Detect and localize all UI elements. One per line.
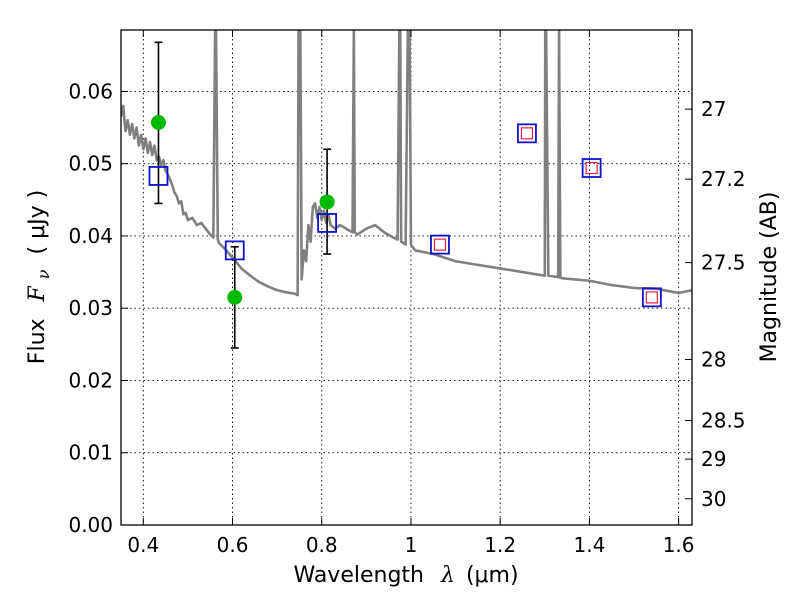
y2-tick-label-6: 30 [701,487,726,511]
y-axis-label-unit: ( μJy ) [25,190,50,255]
x-axis-label-unit: (μm) [466,563,519,588]
x-tick-label-2: 0.8 [306,533,338,557]
model-spectrum-line [121,30,692,297]
x-tick-label-5: 1.4 [573,533,605,557]
model-squares [148,123,662,308]
x-axis-ticks: 0.4 0.6 0.8 1 1.2 1.4 1.6 [127,30,695,557]
y-tick-label-1: 0.01 [68,441,113,465]
error-bars [154,41,332,349]
y-axis-label-symbol: F [25,285,50,302]
observed-point-2 [319,194,335,210]
y-axis-label-text: Flux [25,318,50,364]
x-tick-label-3: 1 [405,533,418,557]
y-tick-label-4: 0.04 [68,224,113,248]
x-tick-label-1: 0.6 [217,533,249,557]
observed-point-1 [227,289,243,305]
y-tick-label-3: 0.03 [68,296,113,320]
observed-point-0 [150,114,166,130]
model-square-5 [581,158,602,178]
y2-tick-label-2: 27.5 [701,251,746,275]
y2-tick-label-3: 28 [701,347,726,371]
x-axis-label-symbol: λ [440,563,455,588]
y2-axis-ticks: 27 27.2 27.5 28 28.5 29 30 [685,97,746,511]
x-tick-label-4: 1.2 [484,533,516,557]
photometry-square-2 [585,161,598,175]
model-square-2 [317,213,337,233]
y-tick-label-0: 0.00 [68,513,113,537]
model-square-1 [224,240,245,261]
model-square-0 [148,166,169,186]
x-axis-label: Wavelength λ (μm) [293,563,518,588]
photometry-square-3 [645,291,658,304]
y-axis-label: Flux F ν ( μJy ) [25,190,55,364]
model-square-3 [430,234,450,255]
y-tick-label-6: 0.06 [68,79,113,103]
photometry-square-0 [433,238,447,251]
x-tick-label-6: 1.6 [663,533,695,557]
model-square-4 [517,123,537,144]
y-axis-ticks: 0.00 0.01 0.02 0.03 0.04 0.05 0.06 [68,79,128,537]
observed-points [150,114,335,305]
y2-tick-label-5: 29 [701,447,726,471]
y2-tick-label-4: 28.5 [701,409,746,433]
x-axis-label-text: Wavelength [293,563,424,588]
y2-tick-label-0: 27 [701,97,726,121]
photometry-square-1 [520,127,534,140]
y-tick-label-2: 0.02 [68,368,113,392]
y2-tick-label-1: 27.2 [701,167,746,191]
photometry-squares [433,127,658,304]
x-tick-label-0: 0.4 [127,533,159,557]
y2-axis-label: Magnitude (AB) [757,192,782,363]
plot-frame [120,29,693,526]
model-square-6 [641,287,662,308]
y-axis-label-subscript: ν [34,269,53,279]
y-tick-label-5: 0.05 [68,152,113,176]
